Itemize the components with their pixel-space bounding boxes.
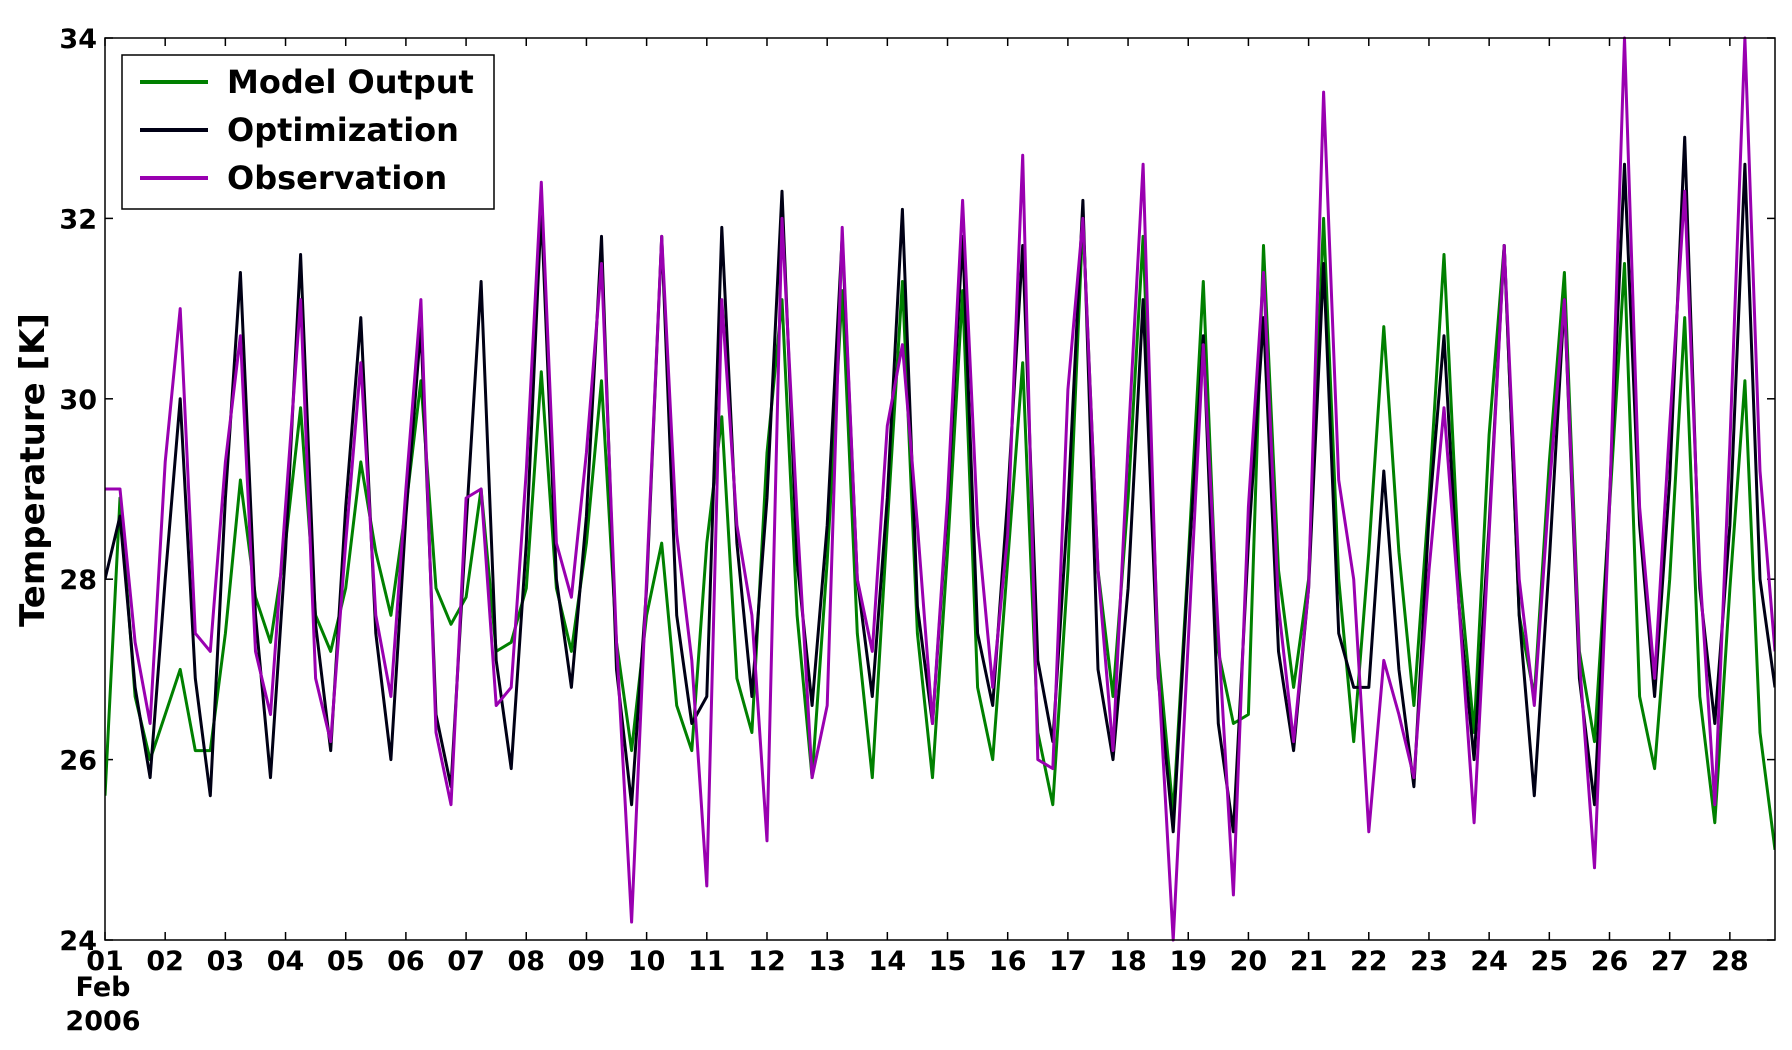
y-ticks: 24 26 28 30 32 34 bbox=[59, 24, 1775, 957]
x-tick-label: 02 bbox=[146, 946, 184, 977]
x-tick-label: 14 bbox=[869, 946, 907, 977]
series-line-optimization bbox=[105, 135, 1775, 834]
series-line-observation bbox=[105, 36, 1775, 942]
x-year-label: 2006 bbox=[65, 1006, 140, 1037]
x-tick-label: 26 bbox=[1591, 946, 1629, 977]
x-tick-label: 07 bbox=[447, 946, 485, 977]
y-axis-label: Temperature [K] bbox=[13, 313, 53, 627]
y-tick-label: 28 bbox=[59, 565, 97, 596]
x-tick-label: 24 bbox=[1470, 946, 1508, 977]
x-tick-label: 04 bbox=[267, 946, 305, 977]
x-tick-label: 21 bbox=[1290, 946, 1328, 977]
x-tick-label: 16 bbox=[989, 946, 1027, 977]
x-tick-label: 10 bbox=[628, 946, 666, 977]
x-tick-label: 11 bbox=[688, 946, 726, 977]
y-tick-label: 26 bbox=[59, 746, 97, 777]
legend: Model Output Optimization Observation bbox=[121, 54, 495, 210]
legend-label-observation: Observation bbox=[227, 159, 447, 197]
x-tick-label: 13 bbox=[808, 946, 846, 977]
legend-label-optimization: Optimization bbox=[227, 111, 459, 149]
x-tick-label: 18 bbox=[1109, 946, 1147, 977]
plot-frame bbox=[104, 37, 1776, 941]
y-tick-label: 32 bbox=[59, 204, 97, 235]
legend-label-model-output: Model Output bbox=[227, 63, 474, 101]
x-tick-label: 15 bbox=[929, 946, 967, 977]
series-layer bbox=[105, 36, 1775, 942]
y-tick-label: 30 bbox=[59, 385, 97, 416]
x-tick-label: 28 bbox=[1711, 946, 1749, 977]
x-tick-label: 01 bbox=[86, 946, 124, 977]
x-tick-label: 06 bbox=[387, 946, 425, 977]
y-tick-label: 24 bbox=[59, 926, 97, 957]
x-tick-label: 27 bbox=[1651, 946, 1689, 977]
y-tick-label: 34 bbox=[59, 24, 97, 55]
x-month-label: Feb bbox=[76, 972, 131, 1003]
x-ticks: 01 02 03 04 05 06 07 08 09 10 11 12 13 14 15 16 17 18 19 20… bbox=[86, 38, 1749, 977]
x-tick-label: 23 bbox=[1410, 946, 1448, 977]
x-tick-label: 03 bbox=[207, 946, 245, 977]
series-line-model-output bbox=[105, 216, 1775, 850]
x-tick-label: 20 bbox=[1230, 946, 1268, 977]
x-tick-label: 25 bbox=[1531, 946, 1569, 977]
x-tick-label: 22 bbox=[1350, 946, 1388, 977]
x-tick-label: 08 bbox=[507, 946, 545, 977]
x-tick-label: 12 bbox=[748, 946, 786, 977]
x-tick-label: 09 bbox=[568, 946, 606, 977]
x-tick-label: 19 bbox=[1169, 946, 1207, 977]
x-tick-label: 17 bbox=[1049, 946, 1087, 977]
x-tick-label: 05 bbox=[327, 946, 365, 977]
